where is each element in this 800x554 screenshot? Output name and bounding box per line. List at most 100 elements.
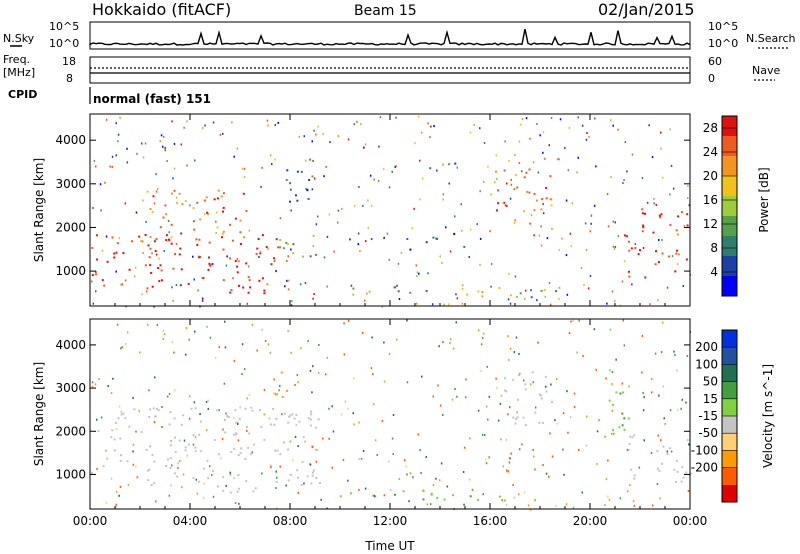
scatter-cell [92,207,94,209]
data-cell [234,409,237,412]
data-cell [255,252,258,255]
scatter-cell [450,338,452,341]
scatter-cell [377,179,380,182]
data-cell [429,167,432,170]
data-cell [149,208,152,210]
scatter-cell [361,331,364,334]
scatter-cell [374,439,377,442]
data-cell [402,490,405,493]
scatter-cell [683,225,685,227]
data-cell [155,238,158,241]
data-cell [269,464,272,467]
scatter-cell [512,483,514,486]
scatter-cell [196,492,199,495]
scatter-cell [542,464,544,466]
scatter-cell [510,178,512,181]
scatter-cell [154,376,156,379]
data-cell [550,204,553,207]
scatter-cell [570,320,572,323]
colorbar-segment [722,398,737,416]
data-cell [545,390,548,393]
data-cell [283,412,286,415]
y-tick-label: 2000 [55,220,86,234]
scatter-cell [657,434,659,437]
scatter-cell [534,468,536,471]
scatter-cell [383,236,385,239]
colorbar-tick-label: 4 [710,265,718,279]
scatter-cell [563,473,565,476]
scatter-cell [523,379,525,382]
scatter-cell [674,353,676,356]
data-cell [652,231,655,234]
scatter-cell [666,286,669,289]
scatter-cell [119,116,121,119]
scatter-cell [576,351,578,354]
scatter-cell [688,204,691,207]
scatter-cell [110,477,113,480]
data-cell [392,286,395,289]
data-cell [230,451,233,453]
scatter-cell [530,214,533,217]
data-cell [249,286,252,289]
data-cell [668,255,671,258]
scatter-cell [207,407,209,410]
scatter-cell [115,503,117,506]
data-cell [677,253,680,256]
data-cell [524,388,527,391]
colorbar-segment [722,330,737,348]
data-cell [519,292,522,295]
scatter-cell [446,485,449,488]
data-cell [231,239,234,242]
scatter-cell [532,449,534,451]
scatter-cell [469,437,471,440]
data-cell [528,168,531,171]
data-cell [222,206,225,209]
scatter-cell [564,146,566,149]
noise-tick-left-bottom: 10^0 [49,37,79,50]
scatter-cell [274,158,276,161]
data-cell [229,223,231,226]
scatter-cell [120,410,123,413]
scatter-cell [461,302,464,305]
data-cell [621,412,624,415]
scatter-cell [628,385,630,388]
data-cell [394,493,396,496]
data-cell [312,234,315,237]
scatter-cell [483,180,485,183]
data-cell [234,217,237,220]
scatter-cell [243,176,246,179]
data-cell [192,207,195,209]
colorbar-segment [722,216,737,236]
data-cell [238,260,240,263]
scatter-cell [634,243,637,246]
data-cell [233,447,236,450]
data-cell [174,450,177,453]
data-cell [675,229,678,232]
scatter-cell [183,126,185,129]
scatter-cell [438,479,441,482]
data-cell [217,485,219,488]
scatter-cell [135,430,137,433]
data-cell [138,235,141,238]
scatter-cell [590,222,592,225]
data-cell [235,433,238,436]
data-cell [95,258,98,261]
scatter-cell [562,412,565,415]
scatter-cell [518,448,521,451]
scatter-cell [392,453,394,456]
scatter-cell [347,319,350,322]
scatter-cell [326,356,328,359]
scatter-cell [496,178,498,180]
scatter-cell [605,478,608,481]
data-cell [680,211,683,214]
scatter-cell [246,397,248,400]
scatter-cell [542,212,545,215]
colorbar-tick-label: -15 [698,409,718,423]
data-cell [180,232,183,235]
colorbar-segment [722,176,737,196]
scatter-cell [329,141,331,144]
velocity-panel: 00:00 04:00 08:00 12:00 16:00 20:00 00:00 1000 2… [32,318,707,553]
scatter-cell [508,461,511,464]
data-cell [516,186,519,189]
scatter-cell [386,232,389,235]
